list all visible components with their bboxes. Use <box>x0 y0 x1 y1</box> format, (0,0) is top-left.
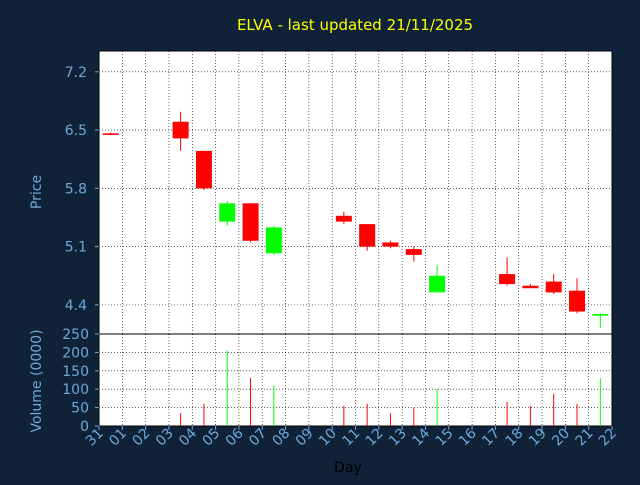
price-panel: 4.4 5.1 5.8 6.5 7.2 <box>65 50 613 335</box>
x-axis-label: Day <box>334 460 362 476</box>
price-tick-label: 5.1 <box>65 240 87 256</box>
candle-body <box>382 242 399 247</box>
volume-axis-label: Volume (0000) <box>29 329 45 432</box>
x-tick-labels: 31 01 02 03 04 05 06 07 08 09 10 11 12 13 14 15 16 17 18 19… <box>83 425 620 449</box>
candle-body <box>195 150 212 189</box>
candle-body <box>405 249 422 255</box>
candle-body <box>522 285 539 289</box>
candle-body <box>359 224 376 247</box>
candle-body <box>172 121 189 139</box>
candle-body <box>265 227 282 254</box>
candle-body <box>102 133 119 135</box>
volume-panel: 0 50 100 150 200 250 <box>62 327 613 435</box>
candle-body <box>592 314 609 316</box>
chart-title: ELVA - last updated 21/11/2025 <box>237 16 473 34</box>
volume-tick-label: 0 <box>80 419 89 435</box>
price-tick-label: 5.8 <box>65 181 87 197</box>
volume-tick-label: 100 <box>62 382 89 398</box>
volume-tick-label: 200 <box>62 345 89 361</box>
candle-body <box>499 274 516 285</box>
price-tick-label: 6.5 <box>65 123 87 139</box>
candle-body <box>219 203 236 222</box>
candle-body <box>429 275 446 293</box>
candle-body <box>545 281 562 293</box>
volume-tick-label: 150 <box>62 364 89 380</box>
volume-tick-label: 50 <box>71 401 89 417</box>
candle-body <box>242 203 259 241</box>
price-tick-label: 4.4 <box>65 298 87 314</box>
price-tick-label: 7.2 <box>65 65 87 81</box>
price-axis-label: Price <box>29 175 45 209</box>
volume-tick-label: 250 <box>62 327 89 343</box>
candle-body <box>335 215 352 222</box>
candle-body <box>569 290 586 312</box>
